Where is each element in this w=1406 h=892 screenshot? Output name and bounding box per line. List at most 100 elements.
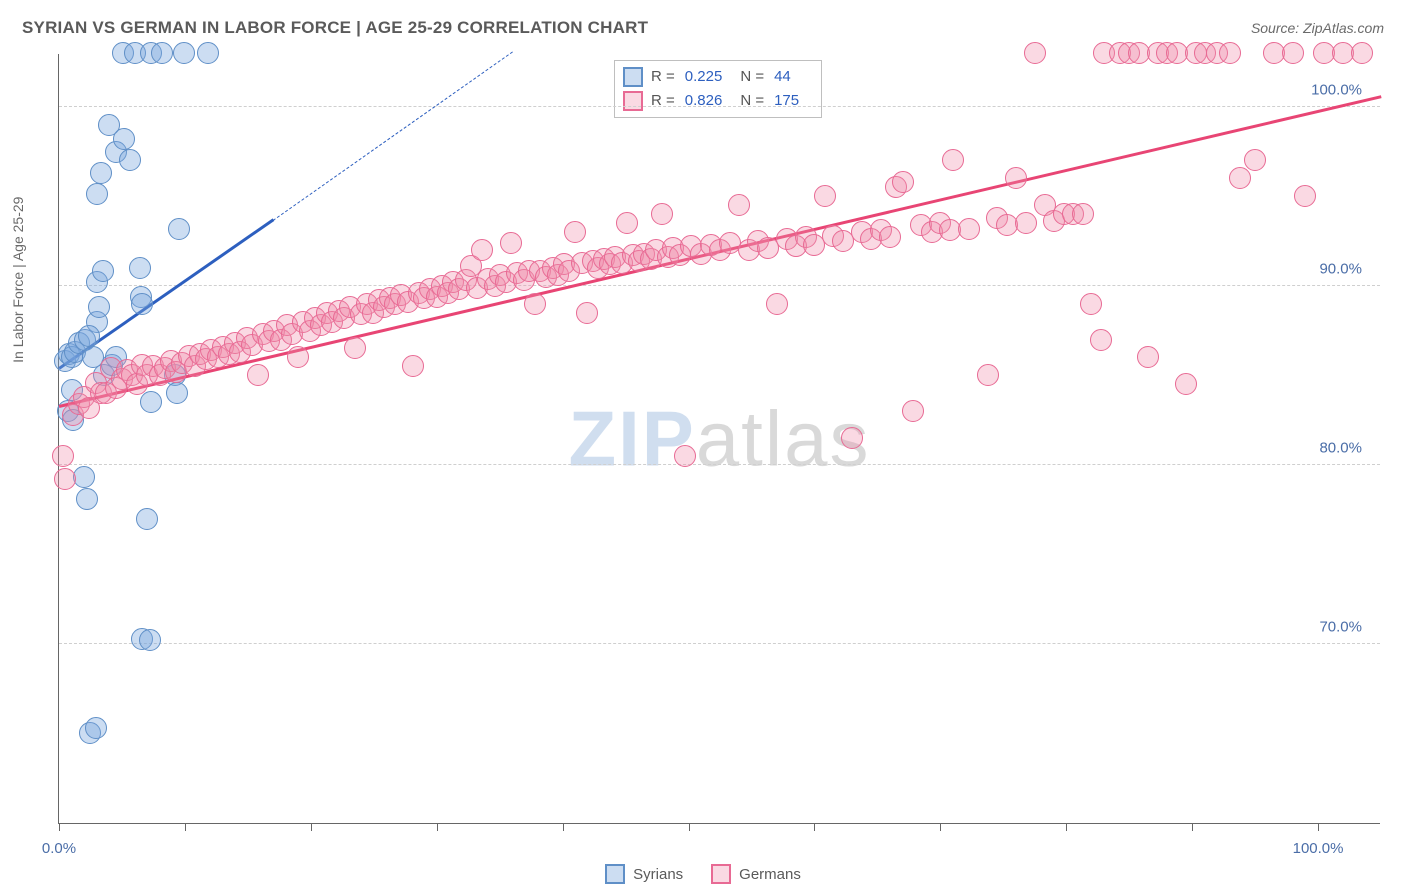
legend-n-label: N = <box>740 65 764 89</box>
scatter-point <box>1024 42 1046 64</box>
x-tick <box>563 823 564 831</box>
x-tick <box>1318 823 1319 831</box>
scatter-point <box>766 293 788 315</box>
x-tick <box>59 823 60 831</box>
scatter-point <box>524 293 546 315</box>
watermark: ZIPatlas <box>568 393 870 484</box>
scatter-point <box>1080 293 1102 315</box>
scatter-point <box>651 203 673 225</box>
scatter-point <box>1294 185 1316 207</box>
x-tick <box>814 823 815 831</box>
legend-n-syrians: 44 <box>774 65 791 89</box>
scatter-point <box>136 508 158 530</box>
x-tick <box>689 823 690 831</box>
scatter-point <box>958 218 980 240</box>
y-axis-title: In Labor Force | Age 25-29 <box>10 197 26 363</box>
scatter-point <box>119 149 141 171</box>
title-bar: SYRIAN VS GERMAN IN LABOR FORCE | AGE 25… <box>22 18 1384 38</box>
scatter-point <box>1219 42 1241 64</box>
scatter-point <box>151 42 173 64</box>
scatter-point <box>88 296 110 318</box>
scatter-point <box>1175 373 1197 395</box>
scatter-point <box>500 232 522 254</box>
scatter-point <box>1351 42 1373 64</box>
x-tick <box>1192 823 1193 831</box>
scatter-point <box>564 221 586 243</box>
scatter-point <box>113 128 135 150</box>
scatter-point <box>168 218 190 240</box>
scatter-point <box>129 257 151 279</box>
scatter-point <box>1282 42 1304 64</box>
scatter-point <box>977 364 999 386</box>
legend-label-syrians: Syrians <box>633 866 683 883</box>
x-tick <box>940 823 941 831</box>
bottom-legend: Syrians Germans <box>0 864 1406 884</box>
scatter-point <box>173 42 195 64</box>
scatter-point <box>841 427 863 449</box>
y-tick-label: 70.0% <box>1319 618 1362 635</box>
scatter-point <box>92 260 114 282</box>
legend-n-label: N = <box>740 89 764 113</box>
legend-swatch-syrians <box>605 864 625 884</box>
scatter-point <box>287 346 309 368</box>
scatter-point <box>52 445 74 467</box>
scatter-point <box>247 364 269 386</box>
gridline <box>59 285 1380 286</box>
scatter-point <box>728 194 750 216</box>
gridline <box>59 643 1380 644</box>
scatter-point <box>402 355 424 377</box>
chart-title: SYRIAN VS GERMAN IN LABOR FORCE | AGE 25… <box>22 18 648 38</box>
scatter-point <box>76 488 98 510</box>
x-tick <box>185 823 186 831</box>
x-tick-label: 0.0% <box>42 840 76 857</box>
scatter-point <box>1072 203 1094 225</box>
x-tick <box>311 823 312 831</box>
x-tick <box>1066 823 1067 831</box>
y-tick-label: 100.0% <box>1311 81 1362 98</box>
legend-r-label: R = <box>651 65 675 89</box>
bottom-legend-syrians: Syrians <box>605 864 683 884</box>
x-tick-label: 100.0% <box>1293 840 1344 857</box>
scatter-point <box>1244 149 1266 171</box>
scatter-point <box>54 468 76 490</box>
legend-swatch-germans <box>623 91 643 111</box>
gridline <box>59 464 1380 465</box>
legend-label-germans: Germans <box>739 866 801 883</box>
scatter-point <box>131 293 153 315</box>
scatter-point <box>78 325 100 347</box>
legend-n-germans: 175 <box>774 89 799 113</box>
bottom-legend-germans: Germans <box>711 864 801 884</box>
scatter-point <box>1229 167 1251 189</box>
scatter-point <box>471 239 493 261</box>
scatter-point <box>814 185 836 207</box>
scatter-point <box>879 226 901 248</box>
scatter-point <box>674 445 696 467</box>
scatter-point <box>1090 329 1112 351</box>
scatter-point <box>86 183 108 205</box>
legend-r-germans: 0.826 <box>685 89 723 113</box>
scatter-point <box>1005 167 1027 189</box>
scatter-point <box>139 629 161 651</box>
scatter-point <box>140 391 162 413</box>
gridline <box>59 106 1380 107</box>
scatter-point <box>344 337 366 359</box>
correlation-legend: R = 0.225 N = 44 R = 0.826 N = 175 <box>614 60 822 118</box>
plot-area: ZIPatlas R = 0.225 N = 44 R = 0.826 N = … <box>58 54 1380 824</box>
source-label: Source: ZipAtlas.com <box>1251 20 1384 36</box>
scatter-point <box>1137 346 1159 368</box>
scatter-point <box>197 42 219 64</box>
scatter-point <box>902 400 924 422</box>
scatter-point <box>576 302 598 324</box>
scatter-point <box>90 162 112 184</box>
scatter-point <box>73 466 95 488</box>
watermark-zip: ZIP <box>568 394 695 482</box>
scatter-point <box>616 212 638 234</box>
legend-r-label: R = <box>651 89 675 113</box>
scatter-point <box>892 171 914 193</box>
legend-r-syrians: 0.225 <box>685 65 723 89</box>
legend-swatch-syrians <box>623 67 643 87</box>
legend-row-germans: R = 0.826 N = 175 <box>623 89 809 113</box>
x-tick <box>437 823 438 831</box>
y-tick-label: 80.0% <box>1319 439 1362 456</box>
trend-line-dashed <box>273 52 513 221</box>
